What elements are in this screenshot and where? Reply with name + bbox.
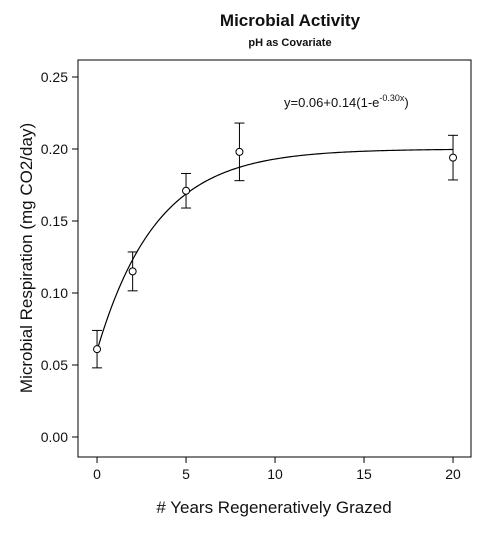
equation: y=0.06+0.14(1-e-0.30x) <box>284 93 409 110</box>
equation-base: y=0.06+0.14(1-e <box>284 95 379 110</box>
y-tick-label: 0.20 <box>41 141 68 157</box>
x-axis-label: # Years Regeneratively Grazed <box>156 498 391 517</box>
data-point <box>128 267 137 276</box>
y-tick-label: 0.15 <box>41 213 68 229</box>
y-tick-label: 0.00 <box>41 429 68 445</box>
equation-close: ) <box>404 95 408 110</box>
chart-subtitle: pH as Covariate <box>248 37 331 49</box>
fit-curve <box>96 148 454 351</box>
y-tick-label: 0.05 <box>41 357 68 373</box>
y-axis-label: Microbial Respiration (mg CO2/day) <box>17 123 36 393</box>
data-point <box>235 147 244 156</box>
chart-title: Microbial Activity <box>220 11 361 30</box>
x-tick-label: 5 <box>182 466 190 482</box>
x-tick-label: 20 <box>445 466 461 482</box>
x-tick-label: 10 <box>267 466 283 482</box>
x-tick-label: 0 <box>93 466 101 482</box>
data-point <box>93 345 102 354</box>
plot-frame <box>77 59 472 458</box>
data-point <box>182 186 191 195</box>
y-tick-label: 0.10 <box>41 285 68 301</box>
data-point <box>449 153 458 162</box>
equation-exponent: -0.30x <box>379 93 405 103</box>
y-tick-label: 0.25 <box>41 69 68 85</box>
x-tick-label: 15 <box>356 466 372 482</box>
